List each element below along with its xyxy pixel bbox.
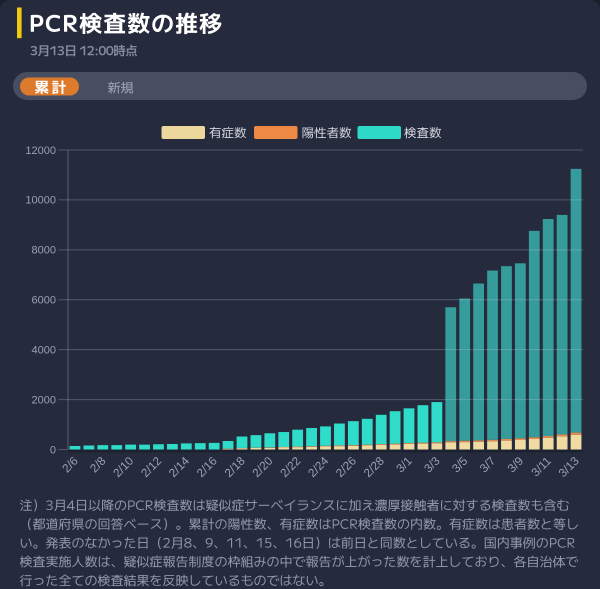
svg-text:2000: 2000 bbox=[32, 394, 56, 406]
svg-text:6000: 6000 bbox=[32, 295, 56, 307]
svg-text:10000: 10000 bbox=[25, 195, 56, 207]
svg-text:8000: 8000 bbox=[32, 245, 56, 257]
svg-text:0: 0 bbox=[50, 444, 56, 456]
svg-text:12000: 12000 bbox=[25, 145, 56, 157]
svg-text:4000: 4000 bbox=[32, 345, 56, 357]
